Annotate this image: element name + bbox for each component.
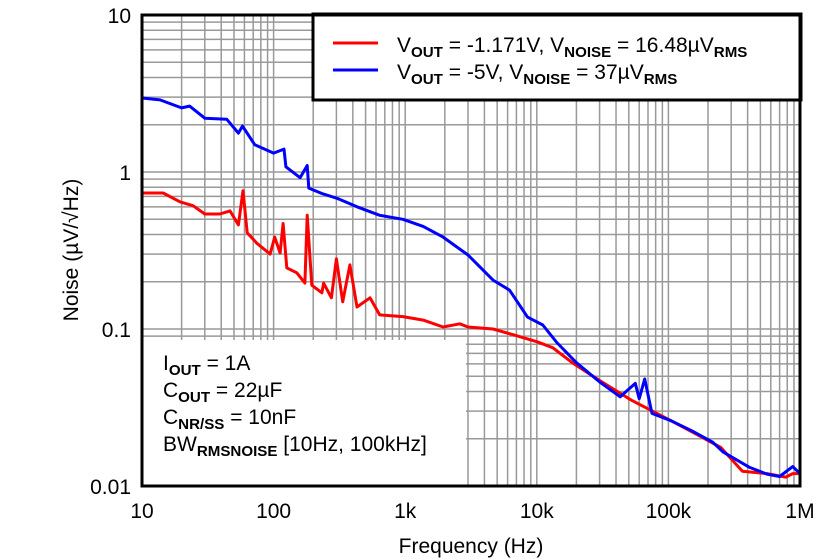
x-tick-labels: 10 100 1k 10k 100k 1M <box>130 500 814 523</box>
subscript: OUT <box>411 71 444 88</box>
y-tick-label: 0.01 <box>90 476 131 499</box>
legend: VOUT = -1.171V, VNOISE = 16.48µVRMSVOUT … <box>333 34 747 88</box>
text-segment: = 22µF <box>210 379 282 402</box>
y-tick-labels: 10 1 0.1 0.01 <box>90 5 131 499</box>
y-tick-label: 1 <box>119 162 131 185</box>
series-line <box>141 96 802 478</box>
x-tick-label: 10k <box>520 500 554 523</box>
series-line <box>142 189 800 479</box>
x-tick-label: 1M <box>785 500 814 523</box>
subscript: NR/SS <box>178 416 224 433</box>
subscript: NOISE <box>523 71 570 88</box>
legend-entry: VOUT = -5V, VNOISE = 37µVRMS <box>397 61 677 88</box>
subscript: OUT <box>178 389 211 406</box>
y-tick-label: 0.1 <box>102 319 131 342</box>
text-segment: C <box>163 379 178 402</box>
x-tick-label: 1k <box>394 500 417 523</box>
legend-box <box>311 12 803 102</box>
subscript: RMSNOISE <box>197 443 278 460</box>
x-axis-label: Frequency (Hz) <box>399 535 544 558</box>
text-segment: I <box>163 352 169 375</box>
subscript: RMS <box>714 44 748 61</box>
x-tick-label: 100k <box>646 500 692 523</box>
x-tick-label: 100 <box>256 500 291 523</box>
x-tick-label: 10 <box>130 500 153 523</box>
legend-entry: VOUT = -1.171V, VNOISE = 16.48µVRMS <box>397 34 747 61</box>
annotation-line: CNR/SS = 10nF <box>163 406 296 433</box>
text-segment: = -5V, V <box>443 61 523 84</box>
subscript: OUT <box>169 362 202 379</box>
text-segment: = 16.48µV <box>611 34 714 57</box>
annotation-line: COUT = 22µF <box>163 379 282 406</box>
y-tick-label: 10 <box>108 5 131 28</box>
text-segment: = 1A <box>201 352 251 375</box>
text-segment: = 10nF <box>224 406 296 429</box>
subscript: RMS <box>644 71 678 88</box>
annotation-line: IOUT = 1A <box>163 352 250 379</box>
text-segment: C <box>163 406 178 429</box>
text-segment: [10Hz, 100kHz] <box>277 433 426 456</box>
text-segment: V <box>397 61 411 84</box>
text-segment: = 37µV <box>570 61 643 84</box>
subscript: NOISE <box>564 44 611 61</box>
text-segment: V <box>397 34 411 57</box>
annotation-line: BWRMSNOISE [10Hz, 100kHz] <box>163 433 427 460</box>
y-axis-label: Noise (µV/√Hz) <box>60 179 83 322</box>
subscript: OUT <box>411 44 444 61</box>
annotation-box <box>142 340 466 486</box>
plot-frame <box>140 13 802 488</box>
text-segment: BW <box>163 433 197 456</box>
series-group <box>141 96 802 479</box>
text-segment: = -1.171V, V <box>443 34 564 57</box>
